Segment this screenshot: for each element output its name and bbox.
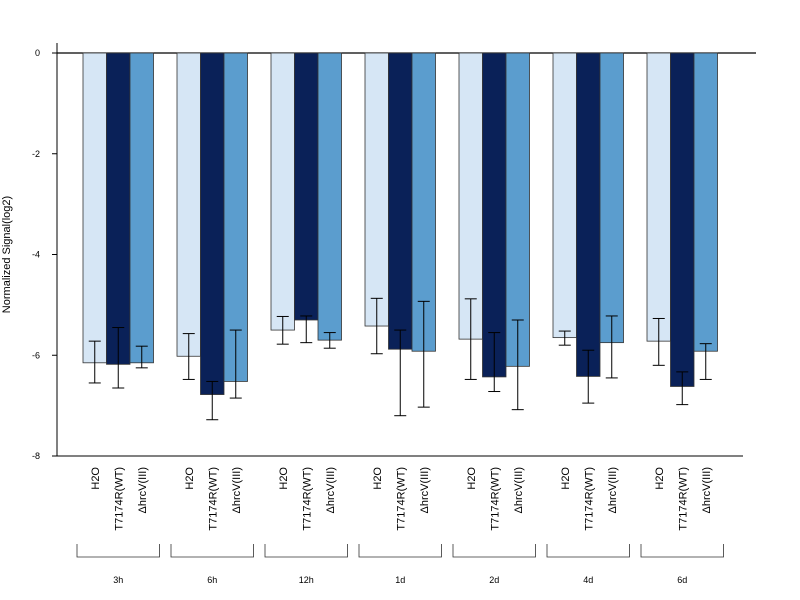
y-tick-label: -4 — [32, 250, 40, 260]
bar — [599, 52, 624, 344]
bar-label: ΔhrcV(III) — [607, 467, 619, 513]
bar-label: H2O — [654, 467, 666, 490]
bar-label: T7174R(WT) — [583, 467, 595, 531]
group-bracket — [452, 544, 536, 558]
bar — [576, 52, 601, 377]
bar-label: H2O — [560, 467, 572, 490]
group-bracket — [640, 544, 724, 558]
bar-label: ΔhrcV(III) — [701, 467, 713, 513]
group-label: 3h — [113, 575, 123, 585]
bar — [200, 52, 225, 395]
y-axis-title: Normalized Signal(log2) — [1, 196, 13, 313]
bar — [388, 52, 413, 350]
bar — [482, 52, 507, 378]
bar-label: H2O — [184, 467, 196, 490]
bar — [505, 52, 530, 367]
group-label: 2d — [489, 575, 499, 585]
error-bars — [88, 297, 712, 421]
group-bracket — [170, 544, 254, 558]
bar — [670, 52, 695, 387]
y-tick-label: 0 — [35, 48, 40, 58]
group-label: 6d — [677, 575, 687, 585]
bar — [317, 52, 342, 341]
bar — [176, 52, 201, 357]
y-axis: 0 -2 -4 -6 -8 — [32, 43, 756, 461]
x-axis-labels: H2O T7174R(WT) ΔhrcV(III) H2O T7174R(WT) Δhrc… — [90, 467, 713, 531]
bar-label: T7174R(WT) — [207, 467, 219, 531]
y-tick-label: -6 — [32, 350, 40, 360]
group-label: 6h — [207, 575, 217, 585]
bar-label: ΔhrcV(III) — [419, 467, 431, 513]
group-label: 4d — [583, 575, 593, 585]
bar-label: H2O — [90, 467, 102, 490]
bar-label: H2O — [278, 467, 290, 490]
bar-label: T7174R(WT) — [677, 467, 689, 531]
y-tick-label: -8 — [32, 451, 40, 461]
group-brackets: 3h 6h 12h 1d 2d 4d 6d — [76, 544, 724, 585]
bar — [106, 52, 131, 365]
bar-label: ΔhrcV(III) — [231, 467, 243, 513]
bar — [82, 52, 107, 364]
group-bracket — [264, 544, 348, 558]
bar — [294, 52, 319, 321]
group-bracket — [546, 544, 630, 558]
group-label: 12h — [299, 575, 314, 585]
bar-label: T7174R(WT) — [395, 467, 407, 531]
bar — [693, 52, 718, 352]
bar — [552, 52, 577, 339]
bar-label: T7174R(WT) — [113, 467, 125, 531]
bar-label: H2O — [466, 467, 478, 490]
bar — [646, 52, 671, 342]
group-label: 1d — [395, 575, 405, 585]
bar-label: T7174R(WT) — [301, 467, 313, 531]
bars — [82, 52, 718, 395]
bar-label: ΔhrcV(III) — [137, 467, 149, 513]
bar-label: ΔhrcV(III) — [513, 467, 525, 513]
bar-label: T7174R(WT) — [489, 467, 501, 531]
bar — [364, 52, 389, 327]
bar-label: H2O — [372, 467, 384, 490]
bar — [270, 52, 295, 331]
bar — [129, 52, 154, 364]
group-bracket — [76, 544, 160, 558]
bar-label: ΔhrcV(III) — [325, 467, 337, 513]
y-tick-label: -2 — [32, 149, 40, 159]
bar — [458, 52, 483, 340]
group-bracket — [358, 544, 442, 558]
